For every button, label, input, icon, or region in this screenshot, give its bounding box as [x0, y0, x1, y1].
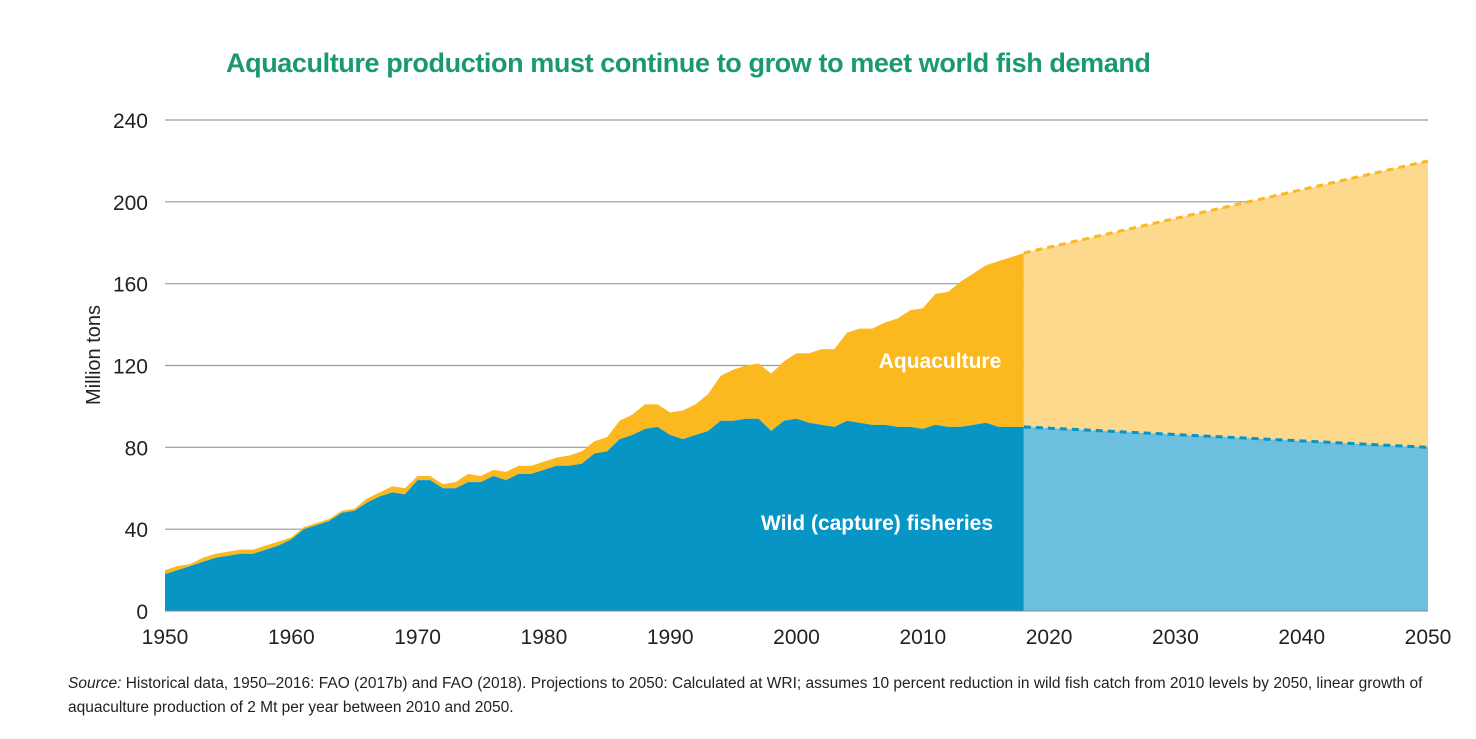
wild-fisheries-area — [165, 418, 1024, 611]
y-tick-label: 240 — [113, 110, 148, 133]
x-tick-label: 2030 — [1152, 626, 1199, 649]
x-tick-label: 2020 — [1026, 626, 1073, 649]
source-text: Historical data, 1950–2016: FAO (2017b) … — [68, 675, 1423, 716]
x-tick-label: 2010 — [899, 626, 946, 649]
aquaculture-label: Aquaculture — [879, 350, 1002, 373]
aquaculture-projection-area — [1023, 160, 1428, 448]
area-layer — [165, 160, 1428, 611]
tick-layer: 0 40 80 120 160 200 240 1950 1960 1970 1980 1990 200… — [113, 110, 1451, 649]
aquaculture-projection-line — [1023, 159, 1429, 255]
source-label: Source: — [68, 675, 122, 692]
wild-projection-line — [1023, 425, 1429, 449]
chart-title: Aquaculture production must continue to … — [226, 48, 1151, 78]
x-tick-label: 2040 — [1278, 626, 1325, 649]
wild-fisheries-projection-area — [1023, 426, 1428, 611]
y-tick-label: 160 — [113, 274, 148, 297]
x-tick-label: 2000 — [773, 626, 820, 649]
x-tick-label: 1980 — [521, 626, 568, 649]
wild-fisheries-label: Wild (capture) fisheries — [761, 512, 993, 535]
source-note: Source: Historical data, 1950–2016: FAO … — [68, 672, 1468, 720]
y-tick-label: 120 — [113, 356, 148, 379]
aquaculture-area — [165, 252, 1024, 575]
x-tick-label: 2050 — [1405, 626, 1452, 649]
y-tick-label: 40 — [125, 519, 148, 542]
x-tick-label: 1950 — [142, 626, 189, 649]
x-tick-label: 1960 — [268, 626, 315, 649]
x-tick-label: 1990 — [647, 626, 694, 649]
y-axis-label: Million tons — [83, 305, 105, 405]
x-tick-label: 1970 — [394, 626, 441, 649]
y-tick-label: 0 — [136, 601, 148, 624]
y-tick-label: 80 — [125, 437, 148, 460]
chart-svg: 0 40 80 120 160 200 240 1950 1960 1970 1980 1990 200… — [83, 110, 1451, 649]
y-tick-label: 200 — [113, 192, 148, 215]
line-layer — [165, 159, 1429, 612]
